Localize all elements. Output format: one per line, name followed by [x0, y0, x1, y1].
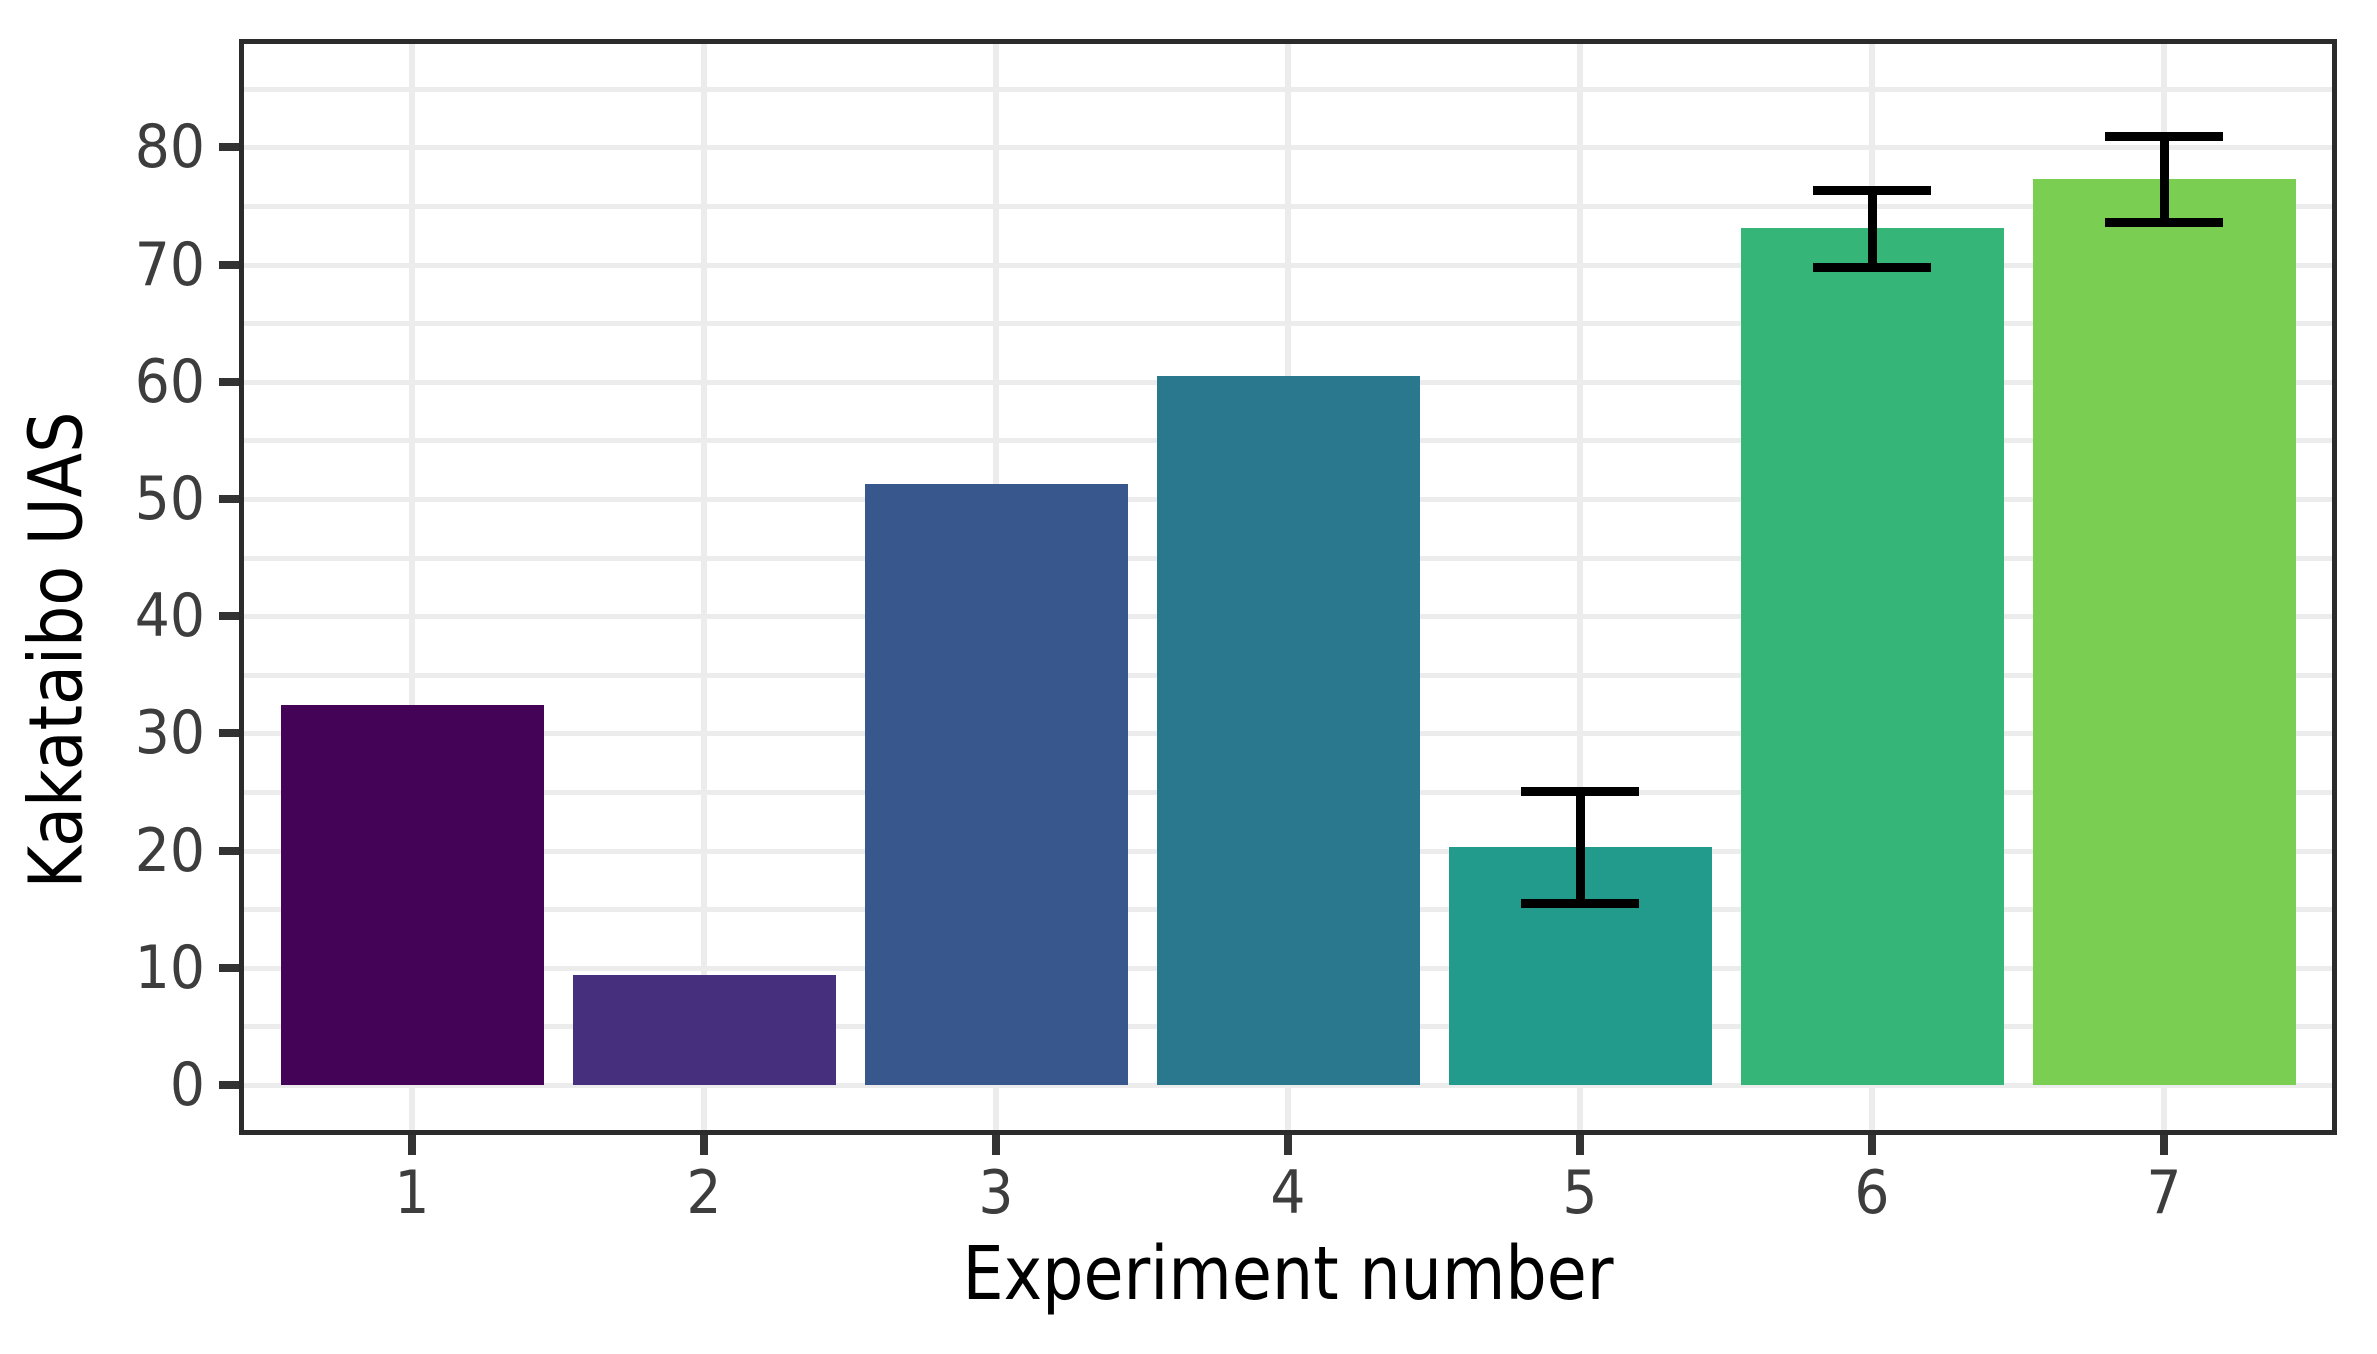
bar-6: [1741, 228, 2004, 1085]
y-tick-mark-20: [219, 847, 239, 855]
error-bar-cap-7-lower: [2105, 218, 2223, 227]
x-tick-label-3: 3: [978, 1158, 1014, 1228]
bar-4: [1157, 376, 1420, 1085]
y-tick-mark-40: [219, 612, 239, 620]
error-bar-cap-5-lower: [1521, 899, 1639, 908]
y-tick-mark-10: [219, 964, 239, 972]
x-tick-label-7: 7: [2146, 1158, 2182, 1228]
y-tick-mark-70: [219, 261, 239, 269]
error-bar-cap-6-lower: [1813, 263, 1931, 272]
y-tick-mark-30: [219, 729, 239, 737]
gridline-vertical-1: [409, 39, 415, 1135]
bar-1: [281, 705, 544, 1085]
plot-panel: [239, 39, 2337, 1135]
error-bar-cap-6-upper: [1813, 186, 1931, 195]
x-tick-mark-6: [1868, 1135, 1876, 1155]
bar-3: [865, 484, 1128, 1085]
x-tick-mark-3: [992, 1135, 1000, 1155]
y-tick-label-0: 0: [169, 1050, 205, 1120]
x-tick-label-5: 5: [1562, 1158, 1598, 1228]
error-bar-cap-7-upper: [2105, 132, 2223, 141]
error-bar-line-6: [1868, 190, 1877, 267]
y-tick-mark-60: [219, 378, 239, 386]
x-tick-label-1: 1: [394, 1158, 430, 1228]
y-tick-label-30: 30: [134, 698, 205, 768]
y-tick-mark-50: [219, 495, 239, 503]
y-tick-label-80: 80: [134, 112, 205, 182]
y-tick-label-10: 10: [134, 933, 205, 1003]
bar-7: [2033, 179, 2296, 1085]
x-tick-mark-4: [1284, 1135, 1292, 1155]
y-tick-label-60: 60: [134, 347, 205, 417]
gridline-vertical-5: [1577, 39, 1583, 1135]
error-bar-line-5: [1576, 791, 1585, 903]
x-tick-mark-1: [408, 1135, 416, 1155]
y-tick-label-20: 20: [134, 816, 205, 886]
error-bar-cap-5-upper: [1521, 787, 1639, 796]
y-tick-mark-0: [219, 1081, 239, 1089]
x-axis-title: Experiment number: [962, 1231, 1614, 1317]
x-tick-label-6: 6: [1854, 1158, 1890, 1228]
y-tick-label-50: 50: [134, 464, 205, 534]
x-tick-mark-7: [2160, 1135, 2168, 1155]
error-bar-line-7: [2160, 136, 2169, 222]
gridline-vertical-2: [701, 39, 707, 1135]
x-tick-mark-2: [700, 1135, 708, 1155]
y-axis-title: Kakataibo UAS: [13, 411, 100, 889]
x-tick-label-2: 2: [686, 1158, 722, 1228]
x-tick-mark-5: [1576, 1135, 1584, 1155]
bar-2: [573, 975, 836, 1085]
y-tick-mark-80: [219, 143, 239, 151]
y-tick-label-70: 70: [134, 230, 205, 300]
y-tick-label-40: 40: [134, 581, 205, 651]
x-tick-label-4: 4: [1270, 1158, 1306, 1228]
